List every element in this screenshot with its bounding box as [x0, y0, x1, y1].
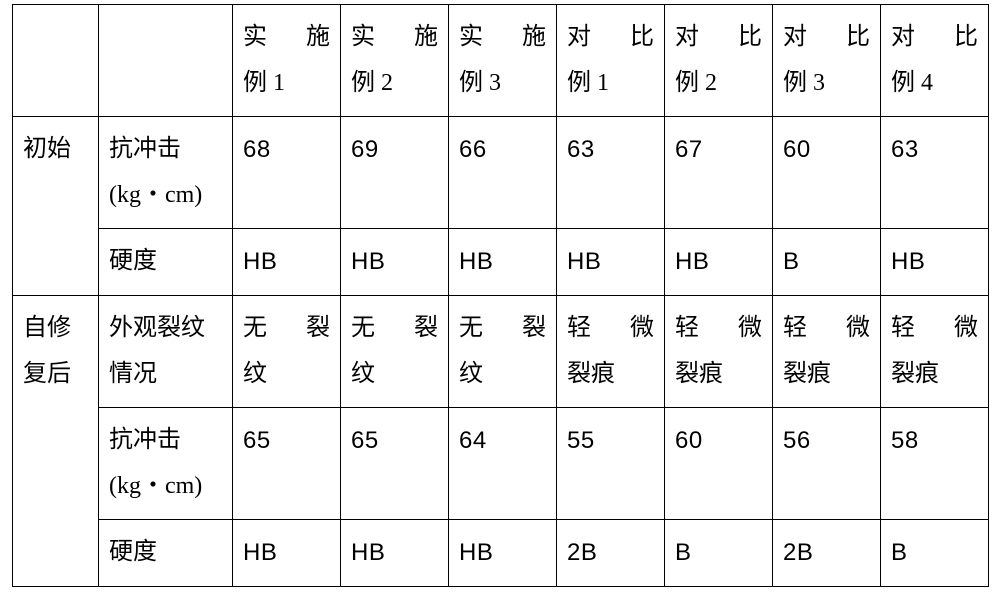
- header-col-6-line2: 例 2: [675, 61, 762, 107]
- cell: 轻 微 裂痕: [773, 295, 881, 407]
- cell-line1: 无 裂: [243, 306, 330, 352]
- header-col-4-line1: 实 施: [459, 15, 546, 61]
- rowlabel-impact1: 抗冲击 (kg・cm): [99, 117, 233, 229]
- header-col-5-line1: 对 比: [567, 15, 654, 61]
- cell-line2: 裂痕: [567, 352, 654, 398]
- cell: HB: [449, 229, 557, 296]
- cell-line2: 纹: [351, 352, 438, 398]
- cell: 无 裂 纹: [449, 295, 557, 407]
- cell: HB: [233, 229, 341, 296]
- header-col-4: 实 施 例 3: [449, 5, 557, 117]
- cell: 63: [881, 117, 989, 229]
- cell: 66: [449, 117, 557, 229]
- cell: 轻 微 裂痕: [881, 295, 989, 407]
- table-row: 自修复后 外观裂纹 情况 无 裂 纹 无 裂 纹 无 裂 纹 轻 微 裂痕 轻 …: [13, 295, 989, 407]
- rowlabel-crack-b: 情况: [109, 352, 222, 398]
- rowlabel-crack-a: 外观裂纹: [109, 306, 222, 352]
- cell-line1: 无 裂: [351, 306, 438, 352]
- cell: HB: [449, 520, 557, 587]
- cell-line1: 无 裂: [459, 306, 546, 352]
- cell: HB: [557, 229, 665, 296]
- cell: 56: [773, 408, 881, 520]
- header-col-2-line1: 实 施: [243, 15, 330, 61]
- header-col-5-line2: 例 1: [567, 61, 654, 107]
- cell-line2: 裂痕: [891, 352, 978, 398]
- rowlabel-hardness2: 硬度: [99, 520, 233, 587]
- cell: B: [773, 229, 881, 296]
- rowlabel-impact1-a: 抗冲击: [109, 127, 222, 173]
- cell: 68: [233, 117, 341, 229]
- group-initial: 初始: [13, 117, 99, 296]
- header-col-5: 对 比 例 1: [557, 5, 665, 117]
- cell: 轻 微 裂痕: [557, 295, 665, 407]
- table-row: 初始 抗冲击 (kg・cm) 68 69 66 63 67 60 63: [13, 117, 989, 229]
- cell: 2B: [557, 520, 665, 587]
- comparison-table: 实 施 例 1 实 施 例 2 实 施 例 3 对 比 例 1 对 比 例 2 …: [12, 4, 989, 587]
- rowlabel-impact2-b: (kg・cm): [109, 464, 222, 510]
- cell: 69: [341, 117, 449, 229]
- header-col-8-line1: 对 比: [891, 15, 978, 61]
- table-row: 硬度 HB HB HB 2B B 2B B: [13, 520, 989, 587]
- header-blank-0: [13, 5, 99, 117]
- header-col-8: 对 比 例 4: [881, 5, 989, 117]
- cell-line2: 纹: [459, 352, 546, 398]
- header-col-7-line2: 例 3: [783, 61, 870, 107]
- rowlabel-impact2: 抗冲击 (kg・cm): [99, 408, 233, 520]
- header-blank-1: [99, 5, 233, 117]
- cell: 64: [449, 408, 557, 520]
- cell-line1: 轻 微: [567, 306, 654, 352]
- table-row: 硬度 HB HB HB HB HB B HB: [13, 229, 989, 296]
- header-col-7-line1: 对 比: [783, 15, 870, 61]
- cell: B: [665, 520, 773, 587]
- header-col-2: 实 施 例 1: [233, 5, 341, 117]
- cell: 67: [665, 117, 773, 229]
- rowlabel-impact2-a: 抗冲击: [109, 418, 222, 464]
- rowlabel-hardness1: 硬度: [99, 229, 233, 296]
- cell: 无 裂 纹: [341, 295, 449, 407]
- group-after: 自修复后: [13, 295, 99, 586]
- table-wrapper: 实 施 例 1 实 施 例 2 实 施 例 3 对 比 例 1 对 比 例 2 …: [0, 0, 1000, 614]
- cell: 无 裂 纹: [233, 295, 341, 407]
- header-col-4-line2: 例 3: [459, 61, 546, 107]
- header-col-2-line2: 例 1: [243, 61, 330, 107]
- cell: 55: [557, 408, 665, 520]
- cell-line1: 轻 微: [675, 306, 762, 352]
- cell: HB: [665, 229, 773, 296]
- cell: 60: [665, 408, 773, 520]
- cell: 63: [557, 117, 665, 229]
- table-header-row: 实 施 例 1 实 施 例 2 实 施 例 3 对 比 例 1 对 比 例 2 …: [13, 5, 989, 117]
- cell: 轻 微 裂痕: [665, 295, 773, 407]
- cell: 60: [773, 117, 881, 229]
- cell-line1: 轻 微: [891, 306, 978, 352]
- cell: HB: [341, 520, 449, 587]
- header-col-3-line2: 例 2: [351, 61, 438, 107]
- cell: HB: [881, 229, 989, 296]
- table-row: 抗冲击 (kg・cm) 65 65 64 55 60 56 58: [13, 408, 989, 520]
- cell: 65: [233, 408, 341, 520]
- header-col-7: 对 比 例 3: [773, 5, 881, 117]
- cell: HB: [341, 229, 449, 296]
- cell: HB: [233, 520, 341, 587]
- header-col-3: 实 施 例 2: [341, 5, 449, 117]
- cell: 2B: [773, 520, 881, 587]
- cell: B: [881, 520, 989, 587]
- header-col-6-line1: 对 比: [675, 15, 762, 61]
- rowlabel-crack: 外观裂纹 情况: [99, 295, 233, 407]
- cell-line2: 裂痕: [783, 352, 870, 398]
- cell: 65: [341, 408, 449, 520]
- header-col-6: 对 比 例 2: [665, 5, 773, 117]
- header-col-3-line1: 实 施: [351, 15, 438, 61]
- cell-line2: 纹: [243, 352, 330, 398]
- header-col-8-line2: 例 4: [891, 61, 978, 107]
- cell: 58: [881, 408, 989, 520]
- rowlabel-impact1-b: (kg・cm): [109, 173, 222, 219]
- cell-line2: 裂痕: [675, 352, 762, 398]
- cell-line1: 轻 微: [783, 306, 870, 352]
